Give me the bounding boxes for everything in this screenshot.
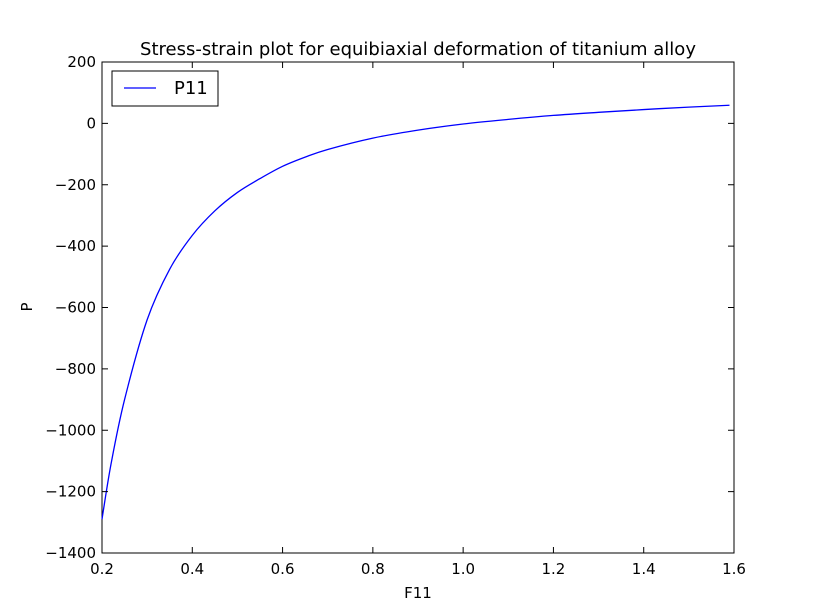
y-axis-title: P — [18, 302, 36, 311]
x-tick-label: 0.2 — [90, 560, 114, 578]
y-tick-label: 200 — [67, 53, 96, 71]
x-tick-label: 0.8 — [361, 560, 385, 578]
x-tick-label: 1.6 — [722, 560, 746, 578]
chart-title: Stress-strain plot for equibiaxial defor… — [140, 39, 696, 60]
x-tick-label: 0.4 — [180, 560, 204, 578]
y-tick-label: −1400 — [45, 544, 96, 562]
y-tick-label: 0 — [86, 114, 96, 132]
y-tick-label: −1200 — [45, 483, 96, 501]
y-tick-label: −1000 — [45, 421, 96, 439]
y-tick-label: −600 — [55, 299, 96, 317]
y-tick-label: −800 — [55, 360, 96, 378]
x-tick-label: 1.0 — [451, 560, 475, 578]
x-tick-label: 1.4 — [632, 560, 656, 578]
series-line-p11 — [101, 104, 730, 520]
x-tick-label: 0.6 — [271, 560, 295, 578]
y-tick-label: −400 — [55, 237, 96, 255]
legend: P11 — [111, 70, 219, 107]
y-tick-label: −200 — [55, 176, 96, 194]
legend-label-p11: P11 — [174, 78, 208, 99]
x-tick-label: 1.2 — [541, 560, 565, 578]
plot-area-frame — [101, 61, 735, 554]
x-axis-title: F11 — [404, 584, 432, 602]
